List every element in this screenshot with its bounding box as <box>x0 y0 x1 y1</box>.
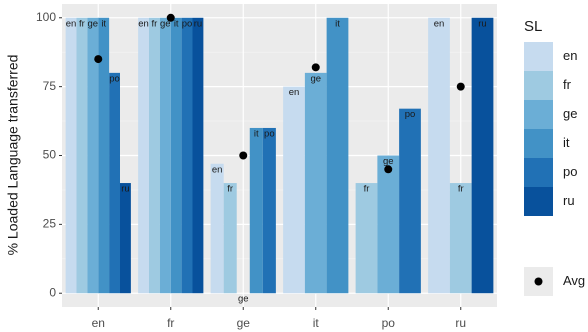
legend-label: ru <box>563 193 575 208</box>
x-tick-label: en <box>92 316 105 330</box>
bar <box>170 17 182 294</box>
bar-label: ru <box>194 18 202 29</box>
legend-label: fr <box>563 77 572 92</box>
bar <box>262 127 276 294</box>
avg-point <box>456 82 465 91</box>
bar-label: fr <box>152 18 158 29</box>
y-tick-label: 50 <box>43 148 57 162</box>
bar <box>249 127 263 294</box>
bar-label: en <box>138 18 149 29</box>
y-tick-label: 75 <box>43 79 57 93</box>
avg-point <box>311 63 320 72</box>
y-axis-label: % Loaded Language transferred <box>5 55 21 256</box>
bar-label: ru <box>121 184 129 195</box>
bar <box>192 17 204 294</box>
bar <box>109 72 120 294</box>
x-tick-label: fr <box>167 316 174 330</box>
bar <box>181 17 193 294</box>
bar-label: po <box>405 109 416 120</box>
bar <box>326 17 349 294</box>
bar <box>138 17 149 294</box>
bar-label: fr <box>79 18 85 29</box>
y-tick-label: 25 <box>43 217 57 231</box>
bar-label: ge <box>383 156 394 167</box>
bar <box>304 72 327 294</box>
x-tick-label: po <box>382 316 396 330</box>
bar <box>471 17 494 294</box>
bar <box>159 17 171 294</box>
bar-label: fr <box>458 184 464 195</box>
avg-point <box>384 165 393 174</box>
x-tick-label: it <box>313 316 320 330</box>
legend-swatch <box>524 158 553 187</box>
bar <box>120 183 131 294</box>
legend-label: en <box>563 48 577 63</box>
x-tick-label: ge <box>237 316 251 330</box>
avg-point <box>94 55 103 64</box>
bar-label: it <box>254 128 259 139</box>
bar-label: en <box>434 18 445 29</box>
legend-label: Avg <box>563 273 585 288</box>
legend-swatch <box>524 42 553 71</box>
legend-swatch <box>524 71 553 100</box>
x-tick-label: ru <box>455 316 466 330</box>
bar <box>428 17 450 294</box>
bar-label: po <box>109 73 120 84</box>
avg-point <box>166 13 175 22</box>
bar-label: ge <box>160 18 171 29</box>
bar <box>355 183 378 294</box>
bar <box>283 86 305 294</box>
legend-label: ge <box>563 106 577 121</box>
bar-label: fr <box>227 184 233 195</box>
avg-point <box>239 151 248 160</box>
legend-swatch <box>524 100 553 129</box>
bar-label: ge <box>88 18 99 29</box>
bar-label: fr <box>364 184 370 195</box>
bar-label: po <box>264 128 275 139</box>
bar <box>210 163 224 294</box>
legend-label: po <box>563 164 577 179</box>
bar <box>223 183 237 294</box>
legend-title: SL <box>524 18 542 35</box>
bar <box>399 108 421 294</box>
bar-label: it <box>174 18 179 29</box>
bar-label: ru <box>478 18 486 29</box>
legend-label: it <box>563 135 570 150</box>
bar-label: it <box>101 18 106 29</box>
y-tick-label: 100 <box>36 10 56 24</box>
y-tick-label: 0 <box>49 285 56 299</box>
bar-label: en <box>289 87 300 98</box>
bar <box>65 17 77 294</box>
bar <box>87 17 99 294</box>
bar-label: ge <box>310 73 321 84</box>
legend-dot <box>534 277 543 286</box>
bar <box>377 155 400 294</box>
bar-label: ge <box>238 294 249 305</box>
bar <box>449 183 472 294</box>
bar-label: it <box>335 18 340 29</box>
bar <box>98 17 110 294</box>
bar <box>76 17 88 294</box>
legend-swatch <box>524 129 553 158</box>
bar-label: en <box>212 164 223 175</box>
legend-swatch <box>524 187 553 216</box>
bar-label: en <box>66 18 77 29</box>
bar-label: po <box>182 18 193 29</box>
bar <box>149 17 160 294</box>
